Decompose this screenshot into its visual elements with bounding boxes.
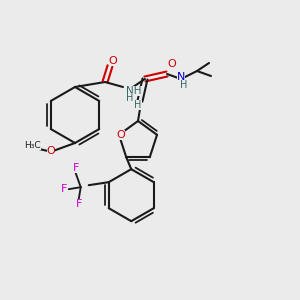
Text: F: F: [76, 199, 82, 209]
Text: H₃C: H₃C: [24, 140, 41, 149]
Text: H: H: [126, 93, 134, 103]
Text: N: N: [177, 72, 185, 82]
Text: O: O: [117, 130, 125, 140]
Text: NH: NH: [126, 86, 142, 96]
Text: H: H: [180, 80, 188, 90]
Text: O: O: [46, 146, 56, 156]
Text: O: O: [168, 59, 176, 69]
Text: H: H: [134, 100, 142, 110]
Text: F: F: [61, 184, 67, 194]
Text: O: O: [109, 56, 117, 66]
Text: F: F: [73, 163, 79, 173]
